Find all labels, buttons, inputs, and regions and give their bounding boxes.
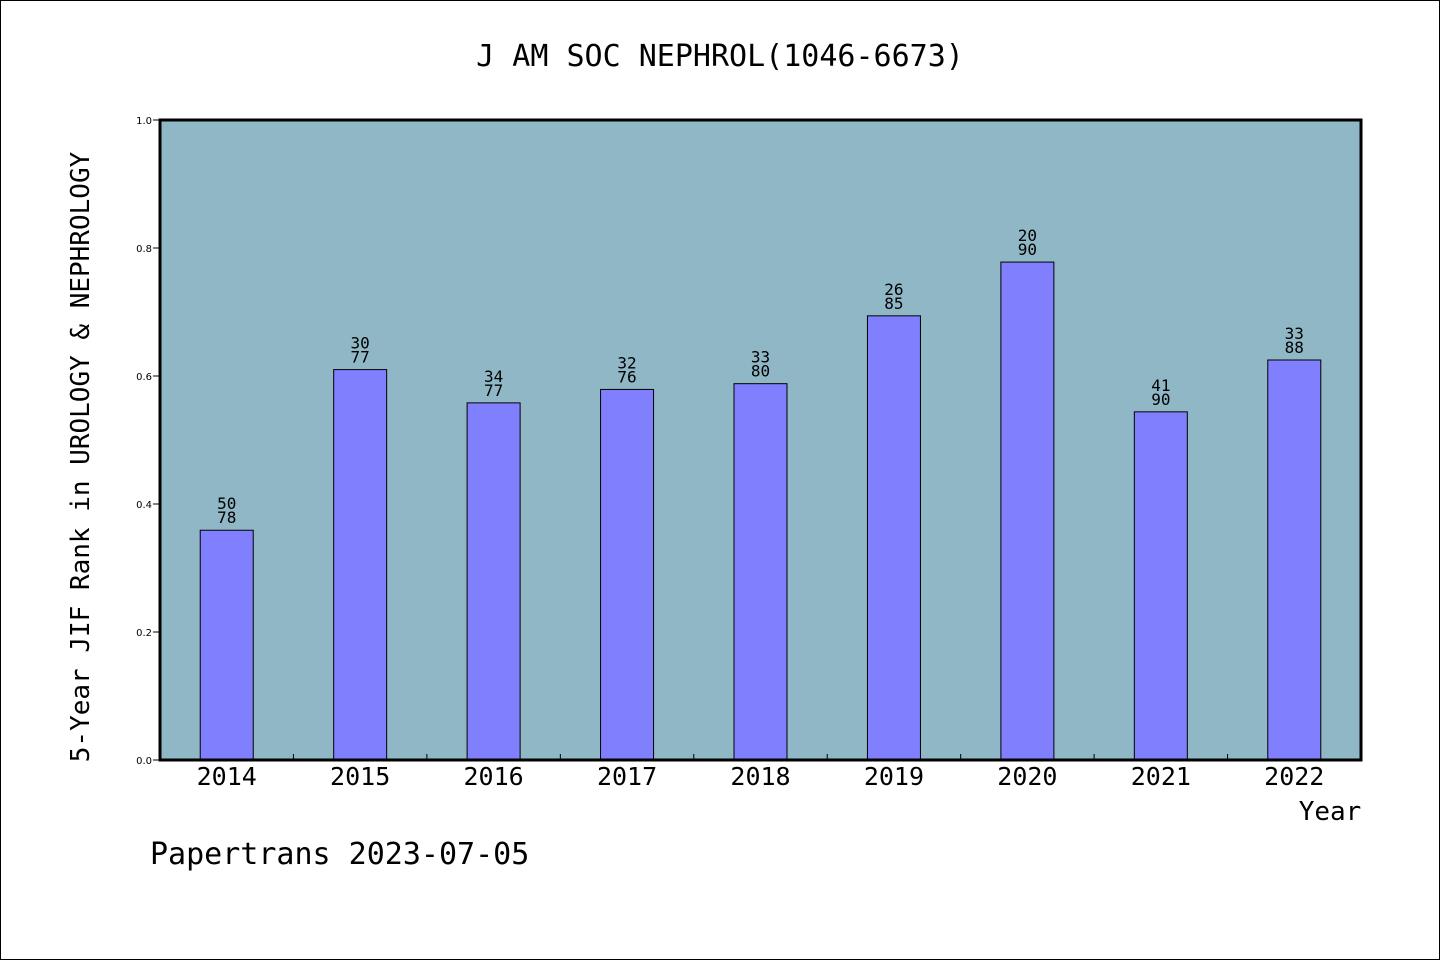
x-axis-label: Year — [1299, 797, 1362, 827]
data-label-rank: 20 — [1018, 226, 1037, 245]
data-label-total: 78 — [217, 508, 236, 527]
x-tick-label: 2020 — [997, 762, 1057, 791]
y-tick-label: 0.4 — [136, 500, 152, 511]
data-label-rank: 30 — [351, 334, 370, 353]
bar-2020 — [1000, 261, 1055, 761]
y-axis-label: 5-Year JIF Rank in UROLOGY & NEPHROLOGY — [66, 151, 96, 762]
bar-2014 — [199, 529, 254, 761]
data-label-total: 88 — [1285, 338, 1304, 357]
bar-2018 — [733, 383, 788, 761]
y-tick-label: 1.0 — [136, 116, 152, 127]
x-tick-label: 2014 — [197, 762, 257, 791]
data-label-total: 90 — [1018, 240, 1037, 259]
plot-border — [158, 118, 1363, 762]
y-tick-label: 0.6 — [136, 372, 152, 383]
data-label-rank: 41 — [1151, 376, 1170, 395]
x-tick-label: 2022 — [1264, 762, 1324, 791]
y-tick-label: 0.2 — [136, 628, 152, 639]
y-tick-label: 0.8 — [136, 244, 152, 255]
x-tick-label: 2021 — [1131, 762, 1191, 791]
watermark-text: Papertrans 2023-07-05 — [150, 837, 529, 872]
bar-2021 — [1133, 411, 1188, 761]
data-label-rank: 33 — [751, 348, 770, 367]
data-label-rank: 50 — [217, 494, 236, 513]
y-tick-label: 0.0 — [136, 756, 152, 767]
data-label-rank: 32 — [617, 353, 636, 372]
data-label-total: 80 — [751, 362, 770, 381]
chart-title: J AM SOC NEPHROL(1046-6673) — [476, 39, 964, 74]
data-label-total: 90 — [1151, 390, 1170, 409]
data-label-total: 85 — [884, 294, 903, 313]
x-axis-ticks: 2014 2015 2016 2017 2018 2019 2020 2021 2022 — [197, 754, 1324, 791]
bar-2019 — [866, 315, 921, 761]
x-tick-label: 2016 — [464, 762, 524, 791]
bar-2015 — [333, 369, 388, 761]
x-tick-label: 2019 — [864, 762, 924, 791]
data-label-total: 76 — [617, 367, 636, 386]
data-label-total: 77 — [484, 381, 503, 400]
y-axis-ticks: 0.0 0.2 0.4 0.6 0.8 1.0 — [136, 116, 160, 767]
data-label-rank: 33 — [1285, 324, 1304, 343]
bar-2017 — [600, 388, 655, 761]
data-label-rank: 34 — [484, 367, 503, 386]
x-tick-label: 2017 — [597, 762, 657, 791]
data-label-total: 77 — [351, 348, 370, 367]
data-label-rank: 26 — [884, 280, 903, 299]
x-tick-label: 2015 — [330, 762, 390, 791]
bar-2016 — [466, 402, 521, 761]
bars-group — [199, 261, 1322, 761]
bar-2022 — [1267, 359, 1322, 761]
x-tick-label: 2018 — [730, 762, 790, 791]
